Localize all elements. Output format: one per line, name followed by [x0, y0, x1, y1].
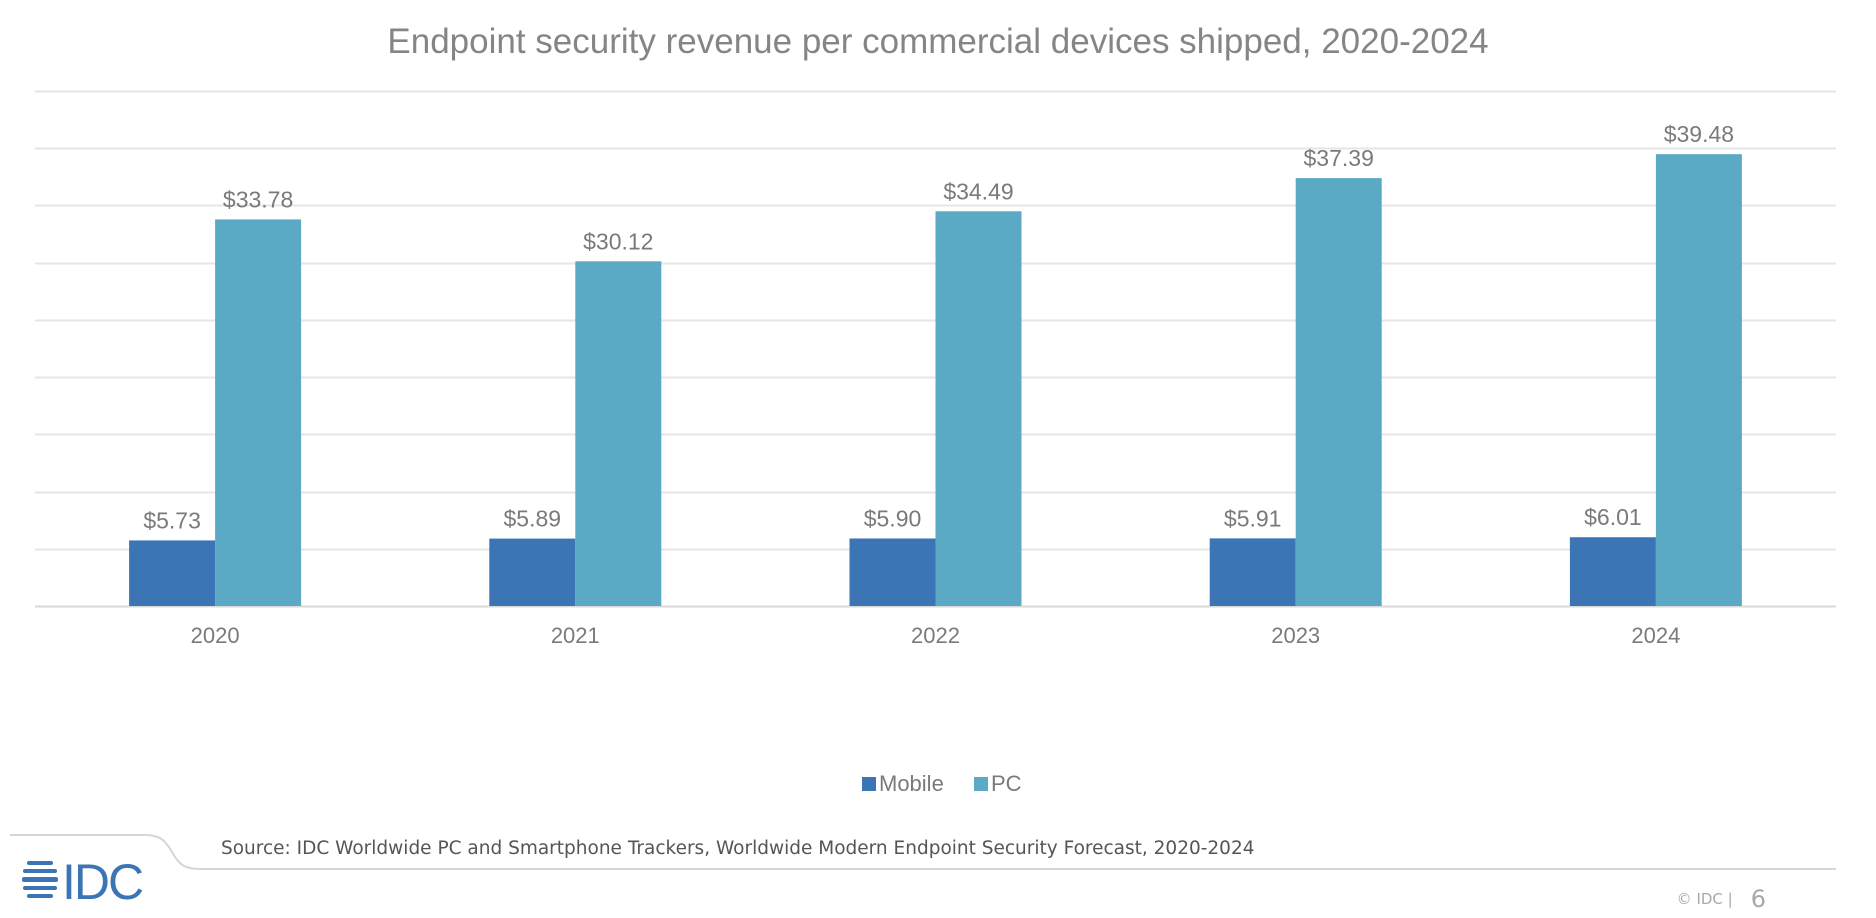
data-labels: $5.73 $33.78 $5.89 $30.12 $5.90 $34.49 $5.91 $3…	[143, 121, 1734, 533]
bar-mobile-2021	[489, 538, 576, 606]
legend: Mobile PC	[862, 771, 1022, 796]
idc-logo: IDC	[22, 854, 172, 910]
x-tick-label: 2020	[191, 623, 240, 648]
data-label: $5.91	[1224, 505, 1282, 531]
bar-pc-2022	[935, 211, 1022, 606]
legend-label-pc: PC	[991, 771, 1022, 796]
legend-swatch-mobile	[862, 777, 876, 791]
x-axis-ticks: 2020 2021 2022 2023 2024	[191, 623, 1681, 648]
bar-mobile-2022	[849, 538, 936, 606]
x-tick-label: 2023	[1271, 623, 1320, 648]
bar-pc-2024	[1655, 154, 1742, 606]
data-label: $39.48	[1664, 121, 1734, 147]
bar-pc-2021	[575, 261, 662, 606]
data-label: $5.73	[143, 507, 201, 533]
data-label: $37.39	[1304, 145, 1374, 171]
bar-pc-2023	[1295, 178, 1382, 606]
legend-label-mobile: Mobile	[879, 771, 944, 796]
data-label: $34.49	[943, 178, 1013, 204]
source-note: Source: IDC Worldwide PC and Smartphone …	[221, 838, 1255, 859]
page-footer: © IDC | 6	[1676, 882, 1766, 913]
x-tick-label: 2024	[1631, 623, 1680, 648]
bar-mobile-2020	[129, 540, 216, 606]
copyright: © IDC |	[1676, 890, 1733, 908]
chart-title: Endpoint security revenue per commercial…	[387, 22, 1489, 61]
bar-mobile-2023	[1209, 538, 1296, 606]
legend-swatch-pc	[974, 777, 988, 791]
x-tick-label: 2022	[911, 623, 960, 648]
bar-pc-2020	[215, 219, 302, 606]
data-label: $5.90	[864, 505, 922, 531]
bar-mobile-2024	[1569, 537, 1656, 606]
data-label: $33.78	[223, 186, 293, 212]
data-label: $6.01	[1584, 504, 1642, 530]
data-label: $30.12	[583, 228, 653, 254]
brand-wordmark: IDC	[62, 857, 143, 903]
page-number: 6	[1750, 885, 1766, 913]
globe-icon	[22, 861, 58, 898]
x-tick-label: 2021	[551, 623, 600, 648]
bars	[129, 154, 1742, 606]
data-label: $5.89	[504, 506, 562, 532]
